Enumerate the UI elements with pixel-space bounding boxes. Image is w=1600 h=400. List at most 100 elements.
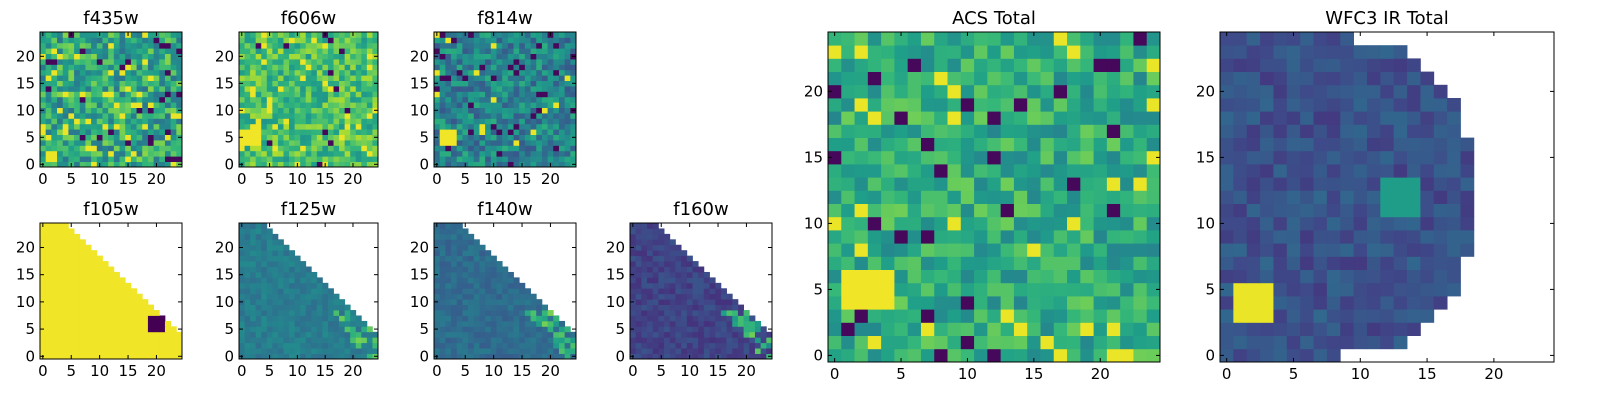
heatmap-cell (311, 156, 318, 162)
heatmap-cell (456, 271, 463, 278)
heatmap-cell (159, 48, 166, 54)
heatmap-cell (703, 337, 710, 344)
heatmap-cell (164, 161, 172, 168)
heatmap-cell (272, 304, 279, 311)
heatmap-cell (524, 59, 531, 65)
heatmap-cell (327, 299, 334, 305)
heatmap-cell (45, 42, 52, 49)
heatmap-cell (102, 348, 109, 354)
heatmap-cell (1420, 309, 1435, 323)
heatmap-cell (333, 42, 340, 49)
heatmap-cell (355, 59, 362, 65)
heatmap-cell (451, 53, 458, 60)
heatmap-cell (1273, 256, 1288, 270)
heatmap-cell (519, 140, 526, 146)
heatmap-cell (934, 243, 948, 257)
heatmap-cell (473, 37, 480, 44)
heatmap-cell (102, 261, 109, 267)
heatmap-cell (445, 161, 452, 168)
heatmap-cell (737, 304, 744, 311)
heatmap-cell (130, 353, 137, 360)
heatmap-cell (316, 337, 323, 344)
heatmap-cells (239, 32, 379, 168)
heatmap-cell (530, 320, 537, 327)
heatmap-cell (1313, 58, 1328, 72)
heatmap-cell (737, 320, 744, 327)
heatmap-cell (647, 266, 654, 273)
heatmap-cell (289, 261, 295, 267)
heatmap-cell (283, 86, 290, 92)
heatmap-cell (91, 271, 98, 278)
heatmap-cell (519, 123, 526, 130)
heatmap-cell (647, 239, 654, 246)
heatmap-cell (439, 80, 446, 87)
heatmap-cell (40, 282, 47, 289)
heatmap-cell (1286, 296, 1301, 310)
heatmap-cell (641, 310, 648, 316)
heatmap-cell (934, 309, 948, 323)
heatmap-cell (300, 59, 307, 65)
heatmap-cell (176, 113, 183, 119)
heatmap-cell (519, 326, 526, 333)
heatmap-cell (479, 134, 486, 141)
heatmap-cell (51, 37, 58, 44)
heatmap-cell (451, 277, 458, 284)
heatmap-cell (451, 282, 458, 289)
heatmap-cell (1053, 150, 1068, 165)
heatmap-cell (355, 320, 362, 327)
heatmap-cell (170, 326, 177, 333)
heatmap-cell (350, 337, 357, 344)
heatmap-cell (68, 337, 75, 344)
heatmap-cell (74, 107, 81, 114)
heatmap-cell (564, 69, 571, 76)
heatmap-cell (239, 129, 245, 135)
heatmap-cell (266, 315, 273, 322)
heatmap-cell (934, 203, 948, 218)
heatmap-cell (272, 326, 279, 333)
heatmap-cell (250, 48, 257, 54)
heatmap-cell (277, 134, 284, 141)
heatmap-cell (85, 315, 92, 322)
heatmap-cell (473, 342, 480, 349)
heatmap-cell (255, 277, 262, 284)
heatmap-cell (74, 161, 81, 168)
heatmap-cell (1106, 348, 1121, 363)
heatmap-cell (1013, 58, 1028, 72)
heatmap-cell (119, 129, 126, 135)
heatmap-cell (372, 48, 379, 54)
heatmap-cell (339, 118, 346, 125)
heatmap-cell (327, 337, 334, 344)
heatmap-cell (630, 282, 637, 289)
heatmap-cell (1053, 111, 1068, 125)
heatmap-cell (91, 113, 98, 119)
heatmap-cell (1120, 243, 1134, 257)
heatmap-cell (119, 277, 126, 284)
heatmap-cell (1366, 45, 1381, 59)
heatmap-cell (658, 315, 665, 322)
heatmap-cell (658, 239, 665, 246)
heatmap-cell (1220, 190, 1234, 204)
heatmap-cell (311, 134, 318, 141)
heatmap-cell (333, 102, 340, 108)
heatmap-cell (635, 261, 642, 267)
heatmap-cell (473, 156, 480, 162)
heatmap-cell (159, 326, 166, 333)
heatmap-cell (51, 331, 58, 338)
heatmap-cell (45, 250, 52, 257)
heatmap-cell (854, 45, 869, 59)
heatmap-cell (541, 37, 548, 44)
heatmap-cell (170, 150, 177, 157)
heatmap-cell (1040, 322, 1055, 336)
heatmap-cell (686, 282, 693, 289)
heatmap-cell (311, 310, 318, 316)
heatmap-cell (316, 315, 323, 322)
heatmap-cell (113, 140, 120, 146)
heatmap-cell (153, 53, 160, 60)
heatmap-cell (1133, 296, 1148, 310)
heatmap-cell (1273, 309, 1288, 323)
heatmap-cell (350, 310, 357, 316)
heatmap-cell (1040, 111, 1055, 125)
heatmap-cell (176, 59, 183, 65)
heatmap-cell (547, 118, 554, 125)
heatmap-cell (485, 331, 492, 338)
